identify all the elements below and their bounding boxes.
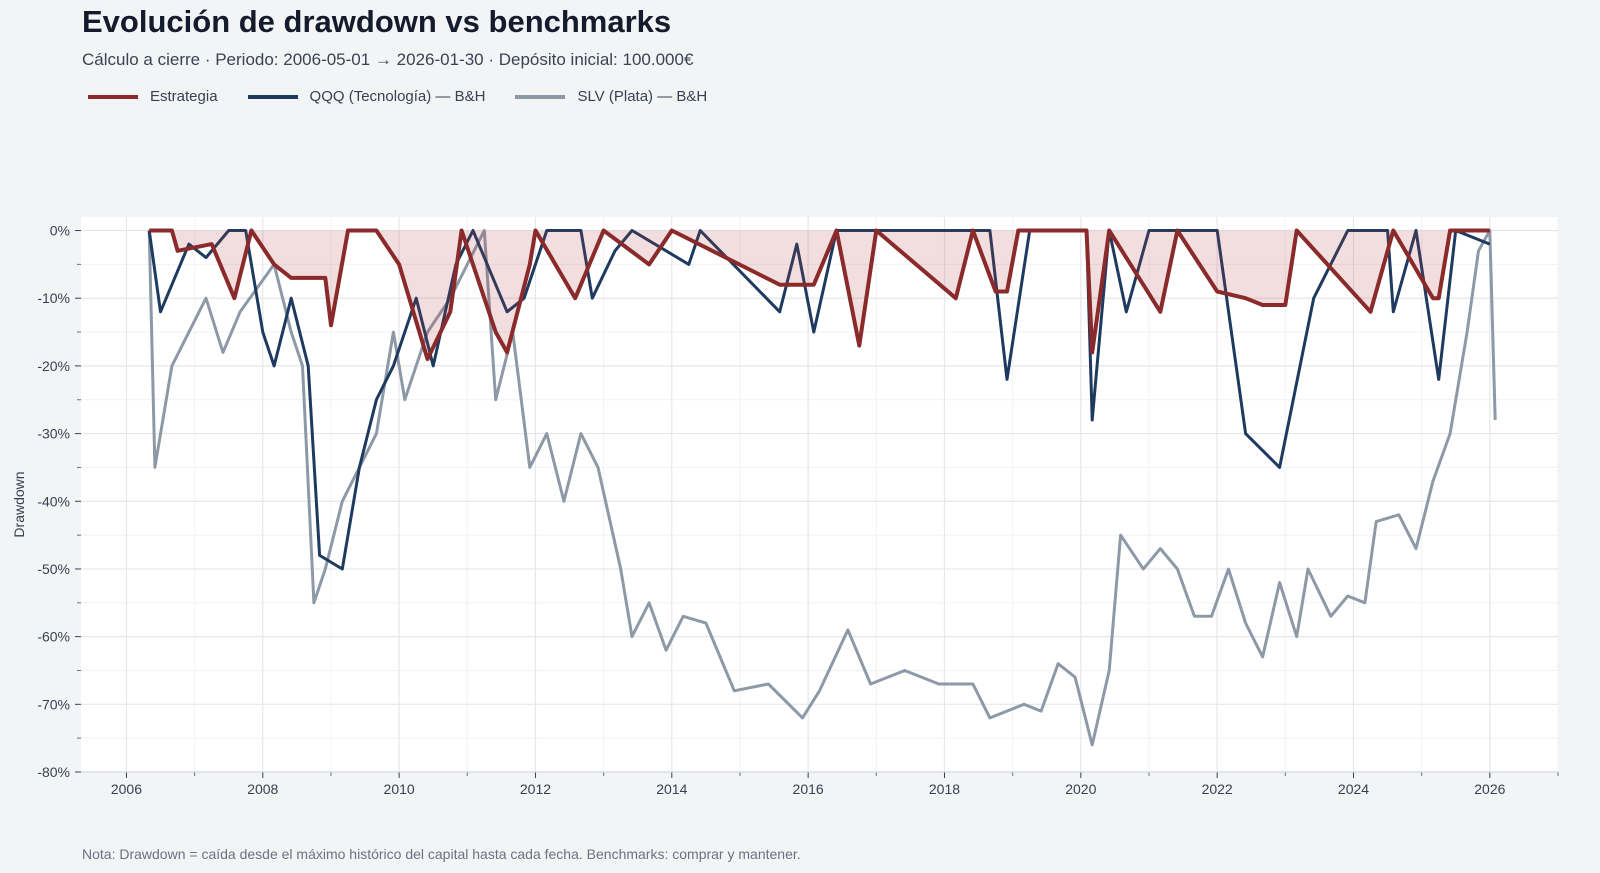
y-tick-label: -40% <box>37 493 70 509</box>
x-tick-label: 2016 <box>793 781 824 797</box>
x-tick-label: 2020 <box>1065 781 1096 797</box>
legend-item-slv[interactable]: SLV (Plata) — B&H <box>515 88 707 105</box>
legend-label: SLV (Plata) — B&H <box>577 88 708 105</box>
y-tick-label: -50% <box>37 561 70 577</box>
legend-item-qqq[interactable]: QQQ (Tecnología) — B&H <box>247 88 486 105</box>
y-tick-label: -70% <box>37 696 70 712</box>
x-tick-label: 2014 <box>656 781 687 797</box>
legend-swatch <box>247 94 298 99</box>
y-tick-label: 0% <box>50 223 70 239</box>
x-tick-label: 2006 <box>111 781 142 797</box>
series-line-slv <box>147 229 1497 747</box>
x-tick-label: 2024 <box>1338 781 1369 797</box>
chart-title: Evolución de drawdown vs benchmarks <box>82 4 672 39</box>
footnote: Nota: Drawdown = caída desde el máximo h… <box>82 846 801 862</box>
series-fill-2 <box>149 230 1490 360</box>
x-tick-label: 2026 <box>1474 781 1505 797</box>
legend-item-estrategia[interactable]: Estrategia <box>88 88 218 105</box>
legend: Estrategia QQQ (Tecnología) — B&H SLV (P… <box>88 88 707 105</box>
y-tick-label: -20% <box>37 358 70 374</box>
y-tick-label: -30% <box>37 426 70 442</box>
legend-label: QQQ (Tecnología) — B&H <box>309 88 486 105</box>
series-line-estrategia <box>149 228 1490 362</box>
legend-swatch <box>515 94 566 99</box>
y-tick-label: -80% <box>37 764 70 780</box>
y-tick-label: -10% <box>37 290 70 306</box>
y-axis-label: Drawdown <box>11 471 27 537</box>
x-tick-label: 2022 <box>1202 781 1233 797</box>
x-tick-label: 2008 <box>247 781 278 797</box>
x-tick-label: 2012 <box>520 781 551 797</box>
x-tick-label: 2010 <box>384 781 415 797</box>
legend-label: Estrategia <box>150 88 218 105</box>
x-tick-label: 2018 <box>929 781 960 797</box>
legend-swatch <box>88 94 138 99</box>
series-line-qqq <box>147 229 1491 571</box>
y-tick-label: -60% <box>37 629 70 645</box>
chart-subtitle: Cálculo a cierre · Periodo: 2006-05-01 →… <box>82 50 694 69</box>
